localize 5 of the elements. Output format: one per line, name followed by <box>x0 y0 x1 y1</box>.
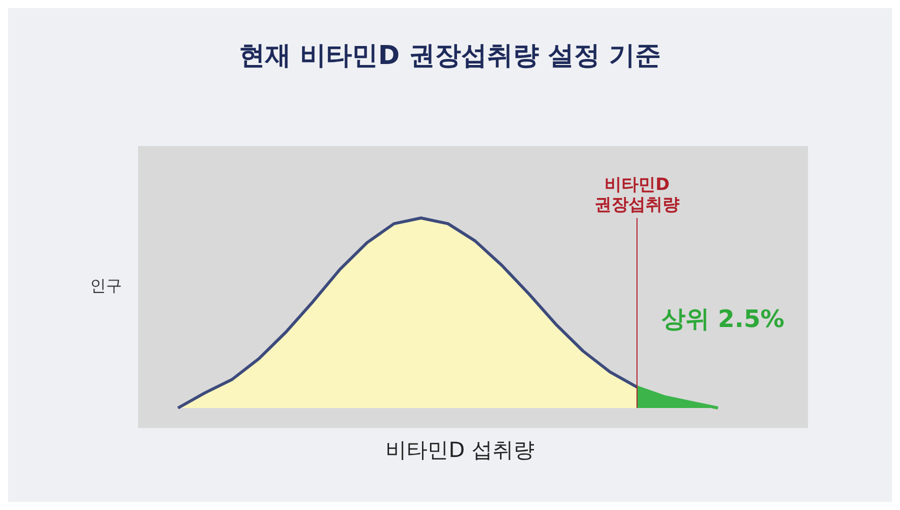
text: 비타민D 권장섭취량 <box>594 175 680 215</box>
chart-title: 현재 비타민D 권장섭취량 설정 기준 <box>238 40 662 73</box>
x-axis-title: 비타민D 섭취량 <box>384 437 536 464</box>
y-axis-title: 인구 <box>90 276 122 297</box>
annotation: 상위 2.5% <box>660 304 786 335</box>
